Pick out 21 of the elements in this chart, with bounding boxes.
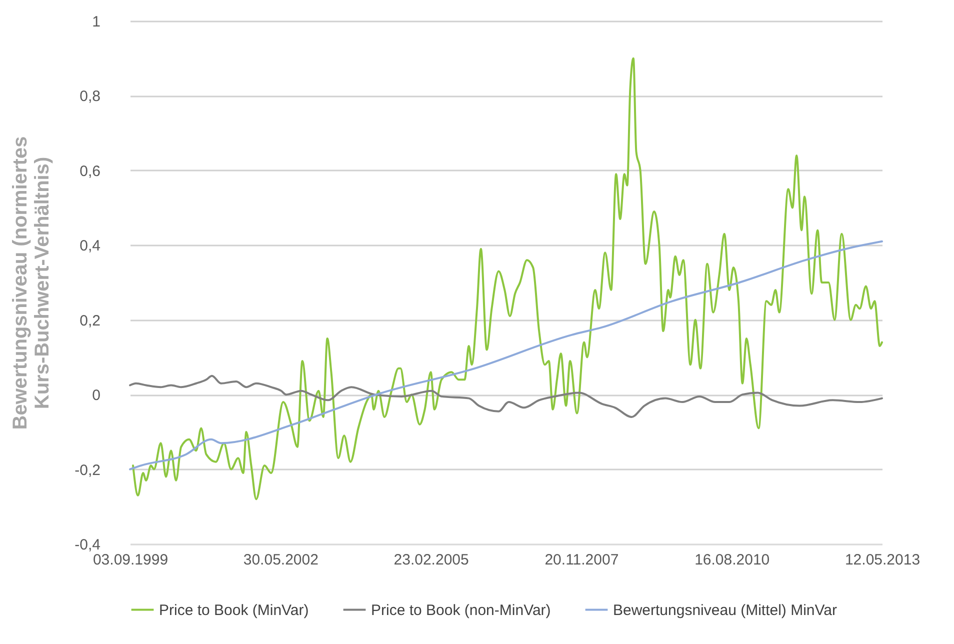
legend-label: Price to Book (MinVar): [159, 602, 309, 619]
y-tick-label: 0,8: [80, 88, 100, 106]
y-axis-title: Bewertungsniveau (normiertes Kurs-Buchwert-Verhältnis): [10, 136, 54, 430]
y-tick-label: 0,4: [80, 238, 100, 255]
x-tick-label: 30.05.2002: [243, 552, 318, 568]
y-tick-label: 0,2: [80, 312, 100, 330]
y-tick-label: 1: [92, 14, 100, 30]
line-series: [129, 374, 883, 418]
y-tick-label: 0,6: [80, 162, 100, 180]
line-series: [132, 57, 883, 500]
x-tick-label: 16.08.2010: [694, 552, 770, 568]
x-tick-label: 20.11.2007: [544, 552, 619, 568]
line-series: [129, 240, 883, 470]
legend-label: Price to Book (non-MinVar): [371, 602, 551, 619]
y-tick-label: -0,2: [74, 462, 100, 479]
y-tick-label: -0,4: [74, 536, 100, 554]
x-tick-label: 23.02.2005: [394, 552, 469, 568]
x-tick-label: 12.05.2013: [844, 552, 920, 568]
x-tick-label: 03.09.1999: [92, 552, 168, 568]
legend-label: Bewertungsniveau (Mittel) MinVar: [613, 602, 837, 619]
y-tick-label: 0: [92, 387, 100, 404]
